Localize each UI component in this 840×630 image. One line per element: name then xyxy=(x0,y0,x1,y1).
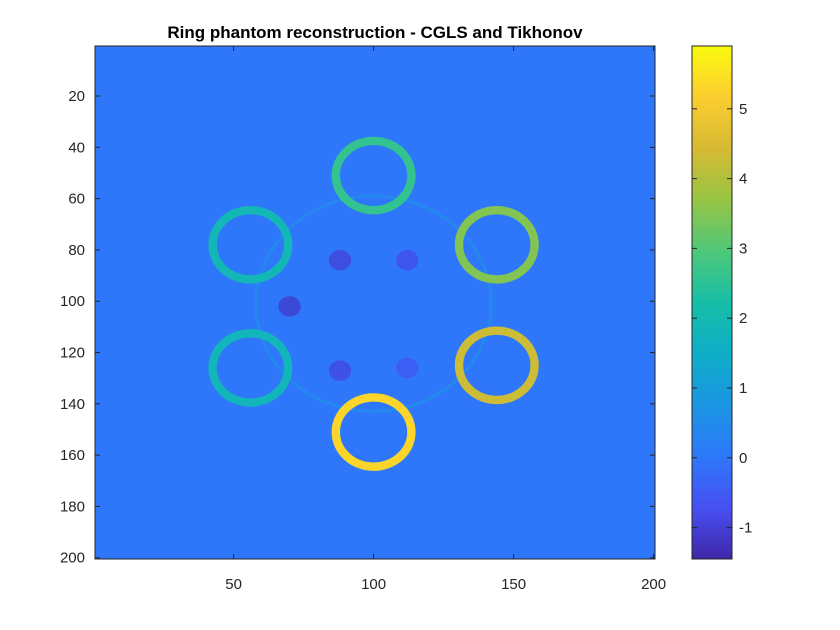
y-tick-label: 80 xyxy=(68,242,85,259)
colorbar-ticks: -1 0 1 2 3 4 5 xyxy=(692,101,752,537)
x-tick-label: 150 xyxy=(501,576,526,593)
image-frame xyxy=(94,45,656,560)
artifact-dip-3 xyxy=(396,249,419,271)
colorbar-tick-label: 1 xyxy=(739,380,747,397)
ring-3 xyxy=(454,326,539,405)
y-tick-label: 20 xyxy=(68,88,85,105)
colorbar xyxy=(691,45,733,560)
y-tick-label: 100 xyxy=(60,293,85,310)
y-tick-label: 160 xyxy=(60,447,85,464)
colorbar-tick-label: 3 xyxy=(739,240,747,257)
x-tick-label: 200 xyxy=(641,576,666,593)
y-tick-label: 120 xyxy=(60,345,85,362)
artifact-dip-5 xyxy=(328,360,352,381)
chart-title: Ring phantom reconstruction - CGLS and T… xyxy=(167,23,583,42)
y-axis: 20 40 60 80 100 120 140 160 180 200 xyxy=(60,88,655,567)
image-area xyxy=(95,46,655,559)
y-tick-label: 40 xyxy=(68,139,85,156)
x-tick-label: 50 xyxy=(225,576,242,593)
ring-2 xyxy=(454,205,539,284)
colorbar-gradient xyxy=(691,45,733,560)
ring-6 xyxy=(208,205,293,284)
colorbar-tick-label: 4 xyxy=(739,171,747,188)
y-tick-label: 60 xyxy=(68,191,85,208)
colorbar-tick-label: -1 xyxy=(739,520,752,537)
colorbar-tick-label: 5 xyxy=(739,101,747,118)
artifact-dip-6 xyxy=(396,357,419,379)
artifact-dip-4 xyxy=(278,296,301,317)
x-tick-label: 100 xyxy=(361,576,386,593)
image-background xyxy=(95,46,655,559)
artifact-faint-ring-1 xyxy=(254,194,493,414)
y-tick-label: 140 xyxy=(60,396,85,413)
y-tick-label: 200 xyxy=(60,550,85,567)
x-axis: 50 100 150 200 xyxy=(225,46,666,593)
colorbar-tick-label: 0 xyxy=(739,450,747,467)
y-tick-label: 180 xyxy=(60,498,85,515)
artifact-dip-2 xyxy=(328,249,352,271)
ring-5 xyxy=(208,329,293,407)
ring-4 xyxy=(331,393,416,471)
ring-1 xyxy=(331,136,416,215)
colorbar-tick-label: 2 xyxy=(739,310,747,327)
